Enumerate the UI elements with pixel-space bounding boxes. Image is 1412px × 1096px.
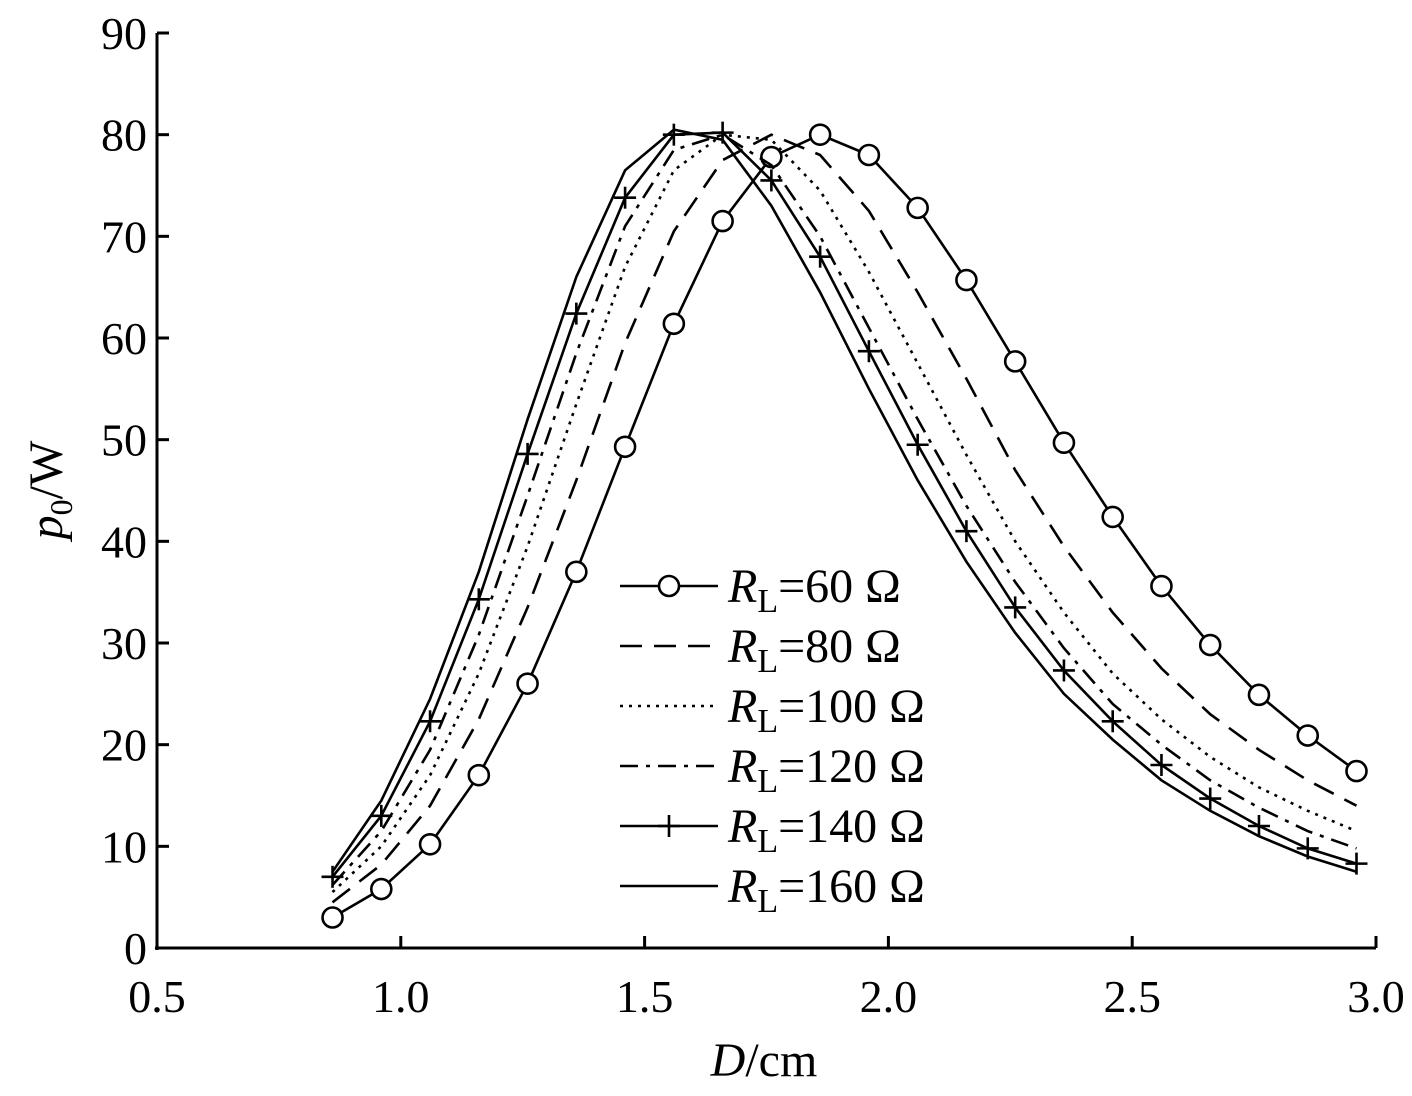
series-line xyxy=(331,133,1358,904)
legend-var: R xyxy=(727,620,757,673)
y-tick-label: 0 xyxy=(124,923,147,974)
legend-rest: =80 Ω xyxy=(778,620,901,673)
legend-sub: L xyxy=(757,643,778,680)
x-tick-label: 1.5 xyxy=(616,971,674,1022)
marker-circle xyxy=(1101,505,1124,529)
legend-label: RL=160 Ω xyxy=(727,860,925,920)
y-ticks: 0 10 20 30 40 50 60 70 80 90 xyxy=(101,8,169,974)
y-axis-title-var: p xyxy=(20,515,73,542)
x-axis-title-var: D xyxy=(710,1034,746,1087)
marker-circle xyxy=(369,877,393,901)
marker-circle xyxy=(613,435,637,459)
x-tick-label: 1.0 xyxy=(372,971,430,1022)
marker-circle xyxy=(711,209,734,233)
marker-circle xyxy=(1198,633,1222,657)
marker-circle xyxy=(1052,431,1076,455)
series-1 xyxy=(321,123,1368,929)
y-axis-title: p0/W xyxy=(20,440,79,542)
legend-item: RL=60 Ω xyxy=(620,560,901,620)
legend-label: RL=120 Ω xyxy=(727,740,925,800)
y-tick-label: 60 xyxy=(101,313,147,364)
legend-label: RL=140 Ω xyxy=(727,800,925,860)
y-axis-title-sub: 0 xyxy=(43,499,79,515)
marker-circle xyxy=(808,123,832,146)
marker-circle xyxy=(955,268,978,292)
legend-var: R xyxy=(727,860,757,913)
legend-label: RL=80 Ω xyxy=(727,620,901,680)
legend-label: RL=100 Ω xyxy=(727,680,925,740)
marker-circle xyxy=(906,196,929,220)
series-6 xyxy=(331,128,1357,874)
legend-sub: L xyxy=(757,703,778,740)
y-tick-label: 30 xyxy=(101,618,147,669)
marker-circle xyxy=(418,832,442,856)
marker-circle xyxy=(467,763,491,787)
legend-var: R xyxy=(727,800,757,853)
legend-label: RL=60 Ω xyxy=(727,560,901,620)
legend-item: RL=160 Ω xyxy=(620,860,925,920)
series-2 xyxy=(331,133,1358,904)
x-axis-title: D/cm xyxy=(710,1034,818,1087)
legend-var: R xyxy=(727,560,757,613)
marker-circle xyxy=(516,672,539,695)
marker-circle xyxy=(857,143,881,167)
series-group xyxy=(321,121,1368,929)
y-tick-label: 70 xyxy=(101,211,147,262)
legend-item: RL=100 Ω xyxy=(620,680,925,740)
marker-circle xyxy=(1003,350,1027,373)
marker-circle xyxy=(1296,724,1320,747)
marker-circle xyxy=(1345,759,1368,783)
series-line xyxy=(331,131,1357,878)
axes xyxy=(155,33,1376,950)
marker-circle xyxy=(321,906,344,929)
marker-circle xyxy=(1150,574,1173,598)
y-tick-label: 50 xyxy=(101,415,147,466)
legend-sub: L xyxy=(757,583,778,620)
legend-item: RL=120 Ω xyxy=(620,740,925,800)
marker-circle xyxy=(662,312,686,336)
legend: RL=60 ΩRL=80 ΩRL=100 ΩRL=120 ΩRL=140 ΩRL… xyxy=(620,560,925,920)
y-axis-title-unit: /W xyxy=(20,440,73,499)
legend-var: R xyxy=(727,740,757,793)
series-line xyxy=(331,133,1358,919)
x-axis-title-unit: /cm xyxy=(745,1034,817,1087)
legend-sub: L xyxy=(757,763,778,800)
legend-item: RL=140 Ω xyxy=(620,800,925,860)
marker-circle xyxy=(565,560,588,584)
x-tick-label: 0.5 xyxy=(128,971,186,1022)
x-tick-label: 3.0 xyxy=(1347,971,1405,1022)
y-tick-label: 40 xyxy=(101,516,147,567)
series-3 xyxy=(331,133,1357,894)
y-tick-label: 10 xyxy=(101,821,147,872)
legend-sub: L xyxy=(757,883,778,920)
legend-rest: =100 Ω xyxy=(778,680,925,733)
legend-item: RL=80 Ω xyxy=(620,620,901,680)
legend-var: R xyxy=(727,680,757,733)
legend-rest: =140 Ω xyxy=(778,800,925,853)
y-tick-label: 80 xyxy=(101,110,147,161)
legend-rest: =60 Ω xyxy=(778,560,901,613)
series-line xyxy=(331,128,1357,874)
x-tick-label: 2.0 xyxy=(860,971,918,1022)
legend-sub: L xyxy=(757,823,778,860)
y-tick-label: 20 xyxy=(101,720,147,771)
x-tick-label: 2.5 xyxy=(1103,971,1161,1022)
series-line xyxy=(331,133,1357,894)
legend-rest: =120 Ω xyxy=(778,740,925,793)
marker-circle xyxy=(657,574,681,598)
x-ticks: 0.5 1.0 1.5 2.0 2.5 3.0 xyxy=(128,936,1405,1022)
legend-rest: =160 Ω xyxy=(778,860,925,913)
marker-circle xyxy=(1247,683,1271,707)
y-tick-label: 90 xyxy=(101,8,147,59)
